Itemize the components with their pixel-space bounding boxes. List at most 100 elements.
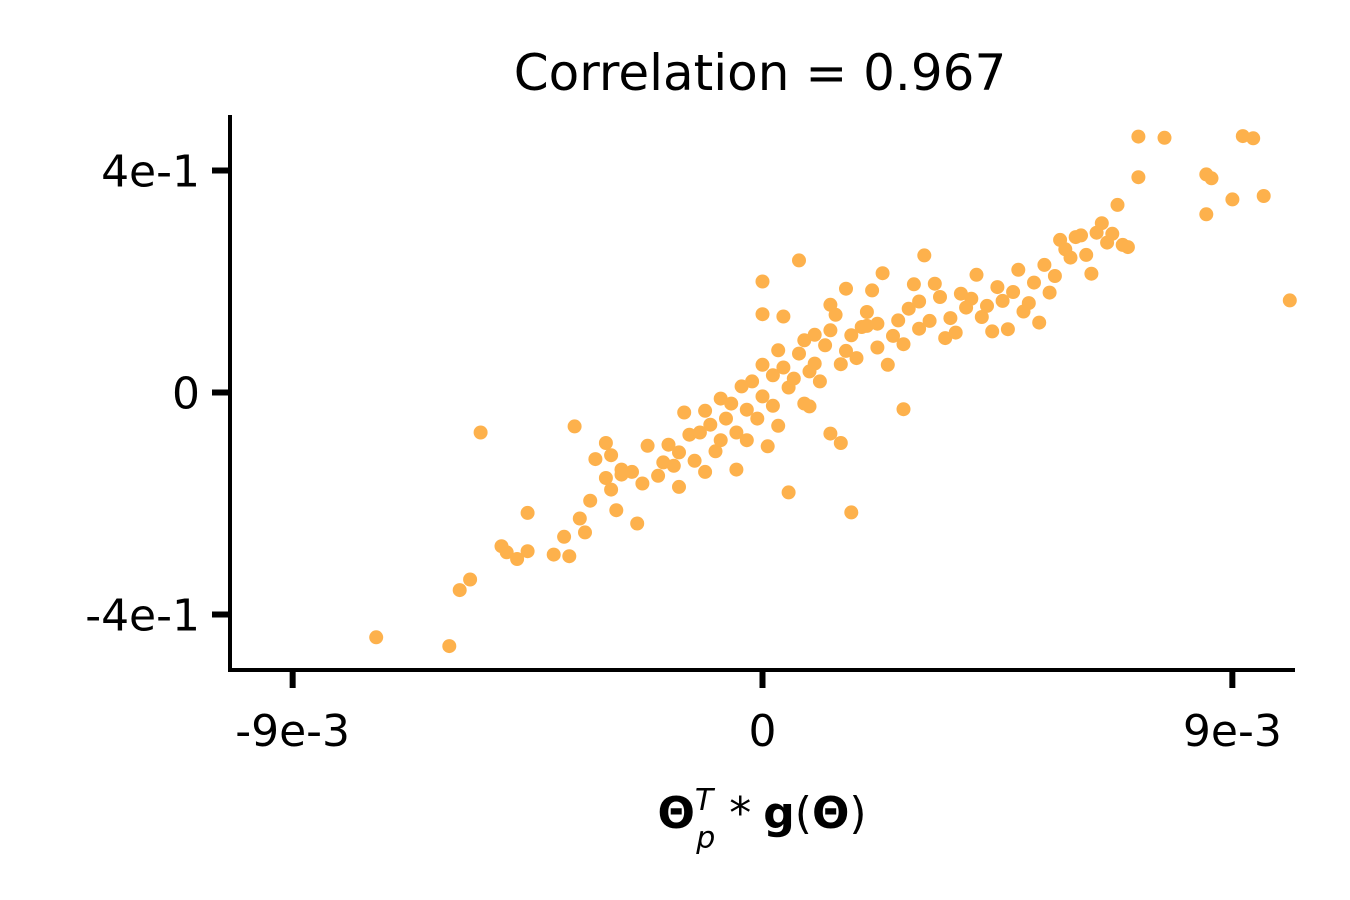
data-point (823, 426, 838, 441)
data-point (1000, 322, 1015, 337)
data-point (896, 337, 911, 352)
data-point (755, 274, 770, 289)
data-point (765, 398, 780, 413)
data-point (875, 266, 890, 281)
data-point (870, 340, 885, 355)
data-point (943, 311, 958, 326)
data-point (927, 276, 942, 291)
data-point (1157, 130, 1172, 145)
data-point (1037, 257, 1052, 272)
chart-title: Correlation = 0.967 (514, 44, 1007, 102)
data-point (818, 338, 833, 353)
data-point (823, 323, 838, 338)
data-point (755, 389, 770, 404)
data-point (729, 462, 744, 477)
data-point (1074, 228, 1088, 243)
data-point (912, 321, 927, 336)
data-point (880, 357, 895, 372)
data-point (859, 305, 874, 319)
data-point (463, 572, 478, 587)
data-point (807, 327, 822, 342)
data-point (990, 280, 1005, 295)
y-tick-label: 4e-1 (101, 147, 200, 198)
xlabel-operator: * (729, 788, 751, 839)
data-point (682, 427, 697, 442)
data-point (953, 286, 968, 301)
data-point (651, 468, 666, 483)
data-point (933, 290, 947, 304)
data-point (891, 313, 906, 328)
data-point (687, 453, 702, 468)
data-point (520, 544, 535, 559)
data-point (865, 283, 880, 298)
xlabel-superscript: T (695, 783, 716, 818)
data-point (886, 328, 900, 343)
data-point (442, 639, 457, 654)
data-point (572, 511, 587, 526)
data-point (473, 425, 488, 440)
x-tick-label: 9e-3 (1183, 706, 1282, 757)
data-point (630, 516, 645, 531)
data-point (656, 455, 671, 470)
x-tick-label: -9e-3 (235, 706, 350, 757)
data-point (609, 503, 624, 518)
xlabel-theta: Θ (657, 788, 694, 839)
data-point (792, 346, 806, 361)
data-point (692, 425, 707, 440)
data-point (760, 439, 775, 454)
data-point (1282, 293, 1297, 308)
data-point (750, 411, 765, 426)
data-point (604, 482, 619, 497)
x-tick-label: 0 (749, 706, 777, 757)
data-point (703, 417, 718, 432)
data-point (771, 343, 786, 358)
points-layer (369, 129, 1297, 654)
data-point (839, 343, 853, 358)
data-point (833, 436, 848, 450)
data-point (452, 583, 467, 598)
data-point (995, 293, 1010, 308)
data-point (719, 411, 733, 426)
data-point (828, 307, 843, 322)
data-point (1079, 247, 1094, 262)
data-point (1246, 131, 1261, 146)
data-point (598, 436, 613, 450)
x-axis-label: ΘT p * g(Θ) (657, 783, 866, 856)
xlabel-func: g (763, 788, 795, 839)
data-point (985, 324, 1000, 339)
data-point (901, 301, 916, 316)
data-point (906, 277, 921, 292)
data-point (938, 331, 953, 346)
data-point (625, 464, 639, 479)
data-point (672, 479, 686, 494)
data-point (1011, 262, 1026, 277)
data-point (557, 529, 572, 544)
xlabel-open-paren: ( (795, 788, 812, 839)
data-point (792, 253, 806, 268)
data-point (859, 318, 874, 333)
data-point (1120, 240, 1135, 255)
data-point (614, 462, 629, 477)
data-point (562, 549, 577, 564)
data-point (771, 418, 786, 433)
data-point (1027, 275, 1041, 290)
data-point (745, 374, 760, 389)
data-point (588, 452, 603, 467)
data-point (1105, 226, 1120, 241)
data-point (369, 630, 384, 645)
data-point (1047, 269, 1062, 283)
data-point (839, 281, 853, 296)
data-point (1006, 285, 1021, 299)
data-point (708, 444, 723, 459)
data-point (604, 448, 619, 463)
data-point (1256, 189, 1271, 203)
data-point (844, 505, 859, 520)
data-point (510, 552, 525, 566)
data-point (666, 458, 681, 473)
data-point (598, 471, 613, 485)
data-point (786, 371, 801, 386)
data-point (812, 374, 827, 389)
data-point (635, 476, 650, 491)
data-point (724, 396, 739, 411)
data-point (755, 307, 770, 322)
